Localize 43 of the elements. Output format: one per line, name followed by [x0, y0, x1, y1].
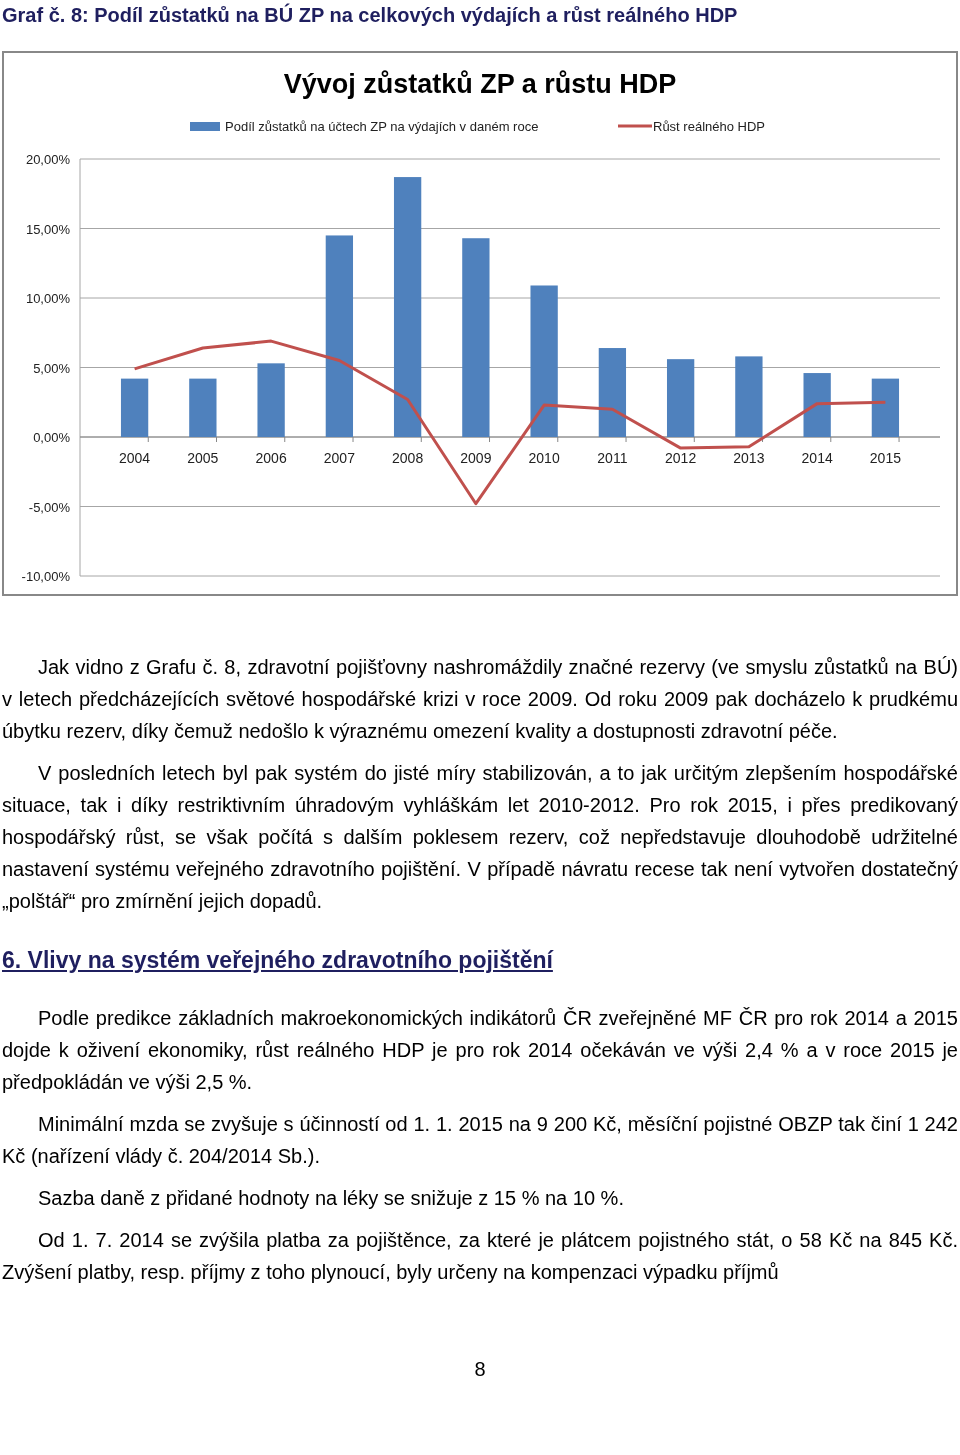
x-tick-label: 2007 — [323, 450, 356, 466]
y-tick-label: 5,00% — [33, 360, 71, 376]
y-tick-label: 20,00% — [25, 152, 71, 167]
bar — [598, 348, 627, 437]
y-tick-label: 10,00% — [25, 291, 71, 306]
text: Od 1. 7. 2014 se zvýšila platba za pojištěnce, za které je plátcem pojistného stát, o 58 Kč na 845 Kč. Zvýšení platby, resp. příjmy z toho plynoucí, byly určeny na kompenzaci výpadku příjmů — [2, 1228, 958, 1285]
text: Minimální mzda se zvyšuje s účinností od 1. 1. 2015 na 9 200 Kč, měsíční pojistné OBZP tak činí 1 242 Kč (nařízení vlády č. 204/2014 Sb.). — [2, 1112, 958, 1169]
bar — [462, 238, 490, 437]
bar — [803, 373, 831, 437]
bar — [325, 235, 354, 437]
x-tick-label: 2004 — [119, 450, 151, 466]
bar — [735, 356, 763, 437]
x-tick-label: 2010 — [528, 450, 560, 466]
x-tick-label: 2008 — [392, 450, 424, 466]
legend-label: Podíl zůstatků na účtech ZP na výdajích v daném roce — [225, 119, 539, 134]
chart-title: Vývoj zůstatků ZP a růstu HDP — [283, 69, 677, 99]
x-tick-label: 2013 — [733, 450, 765, 466]
text: V posledních letech byl pak systém do jisté míry stabilizován, a to jak určitým zlepšením hospodářské situace, tak i díky restriktivním úhradovým vyhláškám let 2010-2012. Pro rok 2015, i přes predikovaný hospodářský růst, se však počítá s dalším poklesem rezerv, což nepředstavuje dlouhodobě udržitelné nastavení systému veřejného zdravotního pojištění. V případě návratu recese tak není vytvořen dostatečný „polštář“ pro zmírnění jejich dopadů. — [2, 761, 958, 914]
x-tick-label: 2015 — [869, 450, 902, 466]
x-tick-label: 2009 — [460, 450, 492, 466]
text: Podle predikce základních makroekonomických indikátorů ČR zveřejněné MF ČR pro rok 2014 a 2015 dojde k oživení ekonomiky, růst reálného HDP je pro rok 2014 očekáván ve výši 2,4 % a v roce 2015 je předpokládán ve výši 2,5 %. — [2, 1006, 958, 1095]
y-tick-label: 0,00% — [33, 430, 71, 445]
text: Graf č. 8: Podíl zůstatků na BÚ ZP na celkových výdajích a růst reálného HDP — [2, 2, 739, 28]
bar — [189, 378, 217, 437]
text: 6. Vlivy na systém veřejného zdravotního pojištění — [2, 947, 555, 974]
y-tick-label: -5,00% — [28, 499, 71, 515]
legend-label: Růst reálného HDP — [653, 119, 765, 134]
text: Sazba daně z přidané hodnoty na léky se snižuje z 15 % na 10 %. — [37, 1186, 625, 1211]
x-tick-label: 2014 — [801, 450, 833, 466]
text: 8 — [473, 1358, 487, 1381]
y-tick-label: 15,00% — [25, 221, 71, 237]
bar — [666, 359, 695, 437]
y-tick-label: -10,00% — [21, 569, 71, 584]
x-tick-label: 2012 — [665, 450, 697, 466]
bar — [871, 378, 900, 437]
bar — [120, 378, 149, 437]
bar — [257, 363, 285, 437]
bar — [393, 177, 422, 437]
text: Jak vidno z Grafu č. 8, zdravotní pojišťovny nashromáždily značné rezervy (ve smyslu zůstatků na BÚ) v letech předcházejících světové hospodářské krizi v roce 2009. Od roku 2009 pak docházelo k prudkému úbytku rezerv, díky čemuž nedošlo k výraznému omezení kvality a dostupnosti zdravotní péče. — [2, 655, 958, 744]
x-tick-label: 2006 — [255, 450, 287, 466]
bar — [530, 285, 558, 437]
x-tick-label: 2005 — [187, 450, 219, 466]
x-tick-label: 2011 — [597, 450, 628, 466]
